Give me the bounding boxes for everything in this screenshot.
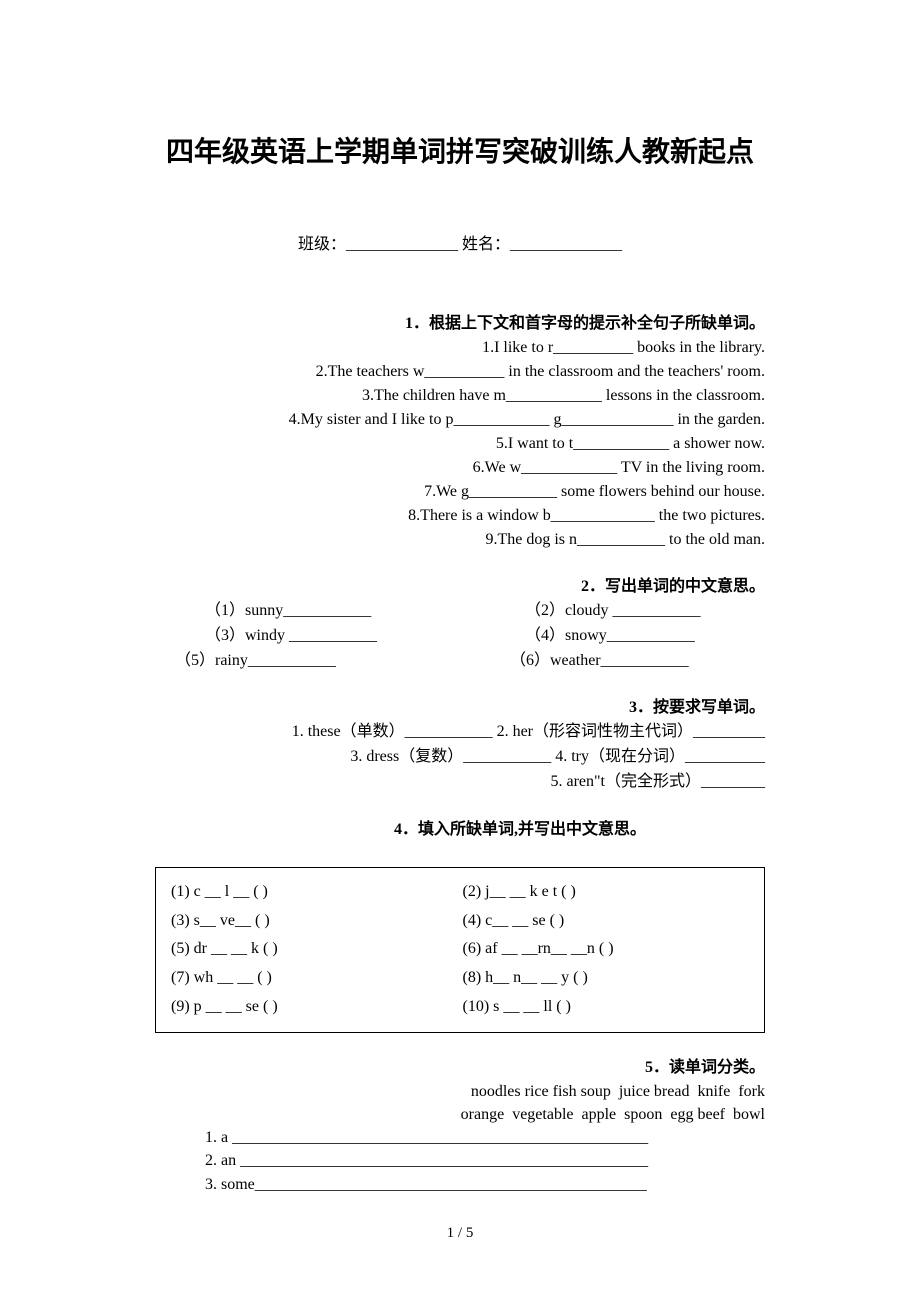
q4-5: (5) dr __ __ k ( ) [171,935,463,964]
section-5-heading: 5．读单词分类。 [155,1053,765,1077]
section-1-num: 1． [405,315,429,332]
q1-item-7: 7.We g___________ some flowers behind ou… [155,480,765,504]
section-3-text: 按要求写单词。 [653,699,765,716]
q2-3: （3）windy ___________ [155,624,445,649]
q1-item-5: 5.I want to t____________ a shower now. [155,432,765,456]
q4-row-2: (3) s__ ve__ ( ) (4) c__ __ se ( ) [171,907,754,936]
section-1-text: 根据上下文和首字母的提示补全句子所缺单词。 [429,315,765,332]
q3-row-1: 1. these（单数）___________ 2. her（形容词性物主代词）… [155,720,765,745]
q4-row-3: (5) dr __ __ k ( ) (6) af __ __rn__ __n … [171,935,754,964]
q4-2: (2) j__ __ k e t ( ) [463,878,755,907]
q1-item-6: 6.We w____________ TV in the living room… [155,456,765,480]
section-5-text: 读单词分类。 [669,1059,765,1076]
page-number: 1 / 5 [0,1225,920,1242]
section-4-heading: 4．填入所缺单词,并写出中文意思。 [155,815,765,839]
q2-row-1: （1）sunny___________ （2）cloudy __________… [155,599,765,624]
q2-6: （6）weather___________ [430,649,765,674]
q2-1: （1）sunny___________ [155,599,445,624]
class-name-line: 班级：______________ 姓名：______________ [155,230,765,254]
q1-item-1: 1.I like to r__________ books in the lib… [155,336,765,360]
q4-row-1: (1) c __ l __ ( ) (2) j__ __ k e t ( ) [171,878,754,907]
q5-answer-1: 1. a ___________________________________… [155,1126,765,1149]
section-4-num: 4． [394,821,418,838]
q5-word-bank-1: noodles rice fish soup juice bread knife… [155,1080,765,1103]
worksheet-page: 四年级英语上学期单词拼写突破训练人教新起点 班级：______________ … [0,0,920,1302]
q1-item-3: 3.The children have m____________ lesson… [155,384,765,408]
section-2-heading: 2．写出单词的中文意思。 [155,572,765,596]
section-4-text: 填入所缺单词,并写出中文意思。 [418,821,646,838]
q4-box: (1) c __ l __ ( ) (2) j__ __ k e t ( ) (… [155,867,765,1033]
q1-item-8: 8.There is a window b_____________ the t… [155,504,765,528]
q2-row-3: （5）rainy___________ （6）weather__________… [155,649,765,674]
q4-row-4: (7) wh __ __ ( ) (8) h__ n__ __ y ( ) [171,964,754,993]
q5-answer-3: 3. some_________________________________… [155,1173,765,1196]
page-title: 四年级英语上学期单词拼写突破训练人教新起点 [155,130,765,170]
q5-word-bank-2: orange vegetable apple spoon egg beef bo… [155,1103,765,1126]
section-3-heading: 3．按要求写单词。 [155,693,765,717]
section-1-heading: 1．根据上下文和首字母的提示补全句子所缺单词。 [155,309,765,333]
section-2-num: 2． [581,578,605,595]
q4-8: (8) h__ n__ __ y ( ) [463,964,755,993]
section-2-text: 写出单词的中文意思。 [605,578,765,595]
section-5-num: 5． [645,1059,669,1076]
q2-4: （4）snowy___________ [445,624,765,649]
q2-2: （2）cloudy ___________ [445,599,765,624]
q4-9: (9) p __ __ se ( ) [171,993,463,1022]
q4-row-5: (9) p __ __ se ( ) (10) s __ __ ll ( ) [171,993,754,1022]
q4-6: (6) af __ __rn__ __n ( ) [463,935,755,964]
q2-5: （5）rainy___________ [155,649,430,674]
section-3-num: 3． [629,699,653,716]
q4-3: (3) s__ ve__ ( ) [171,907,463,936]
q5-answer-2: 2. an __________________________________… [155,1149,765,1172]
q4-4: (4) c__ __ se ( ) [463,907,755,936]
q3-row-2: 3. dress（复数）___________ 4. try（现在分词）____… [155,745,765,770]
q1-item-9: 9.The dog is n___________ to the old man… [155,528,765,552]
q4-1: (1) c __ l __ ( ) [171,878,463,907]
q4-10: (10) s __ __ ll ( ) [463,993,755,1022]
q1-item-2: 2.The teachers w__________ in the classr… [155,360,765,384]
q4-7: (7) wh __ __ ( ) [171,964,463,993]
q1-item-4: 4.My sister and I like to p____________ … [155,408,765,432]
q3-row-3: 5. aren"t（完全形式）________ [155,770,765,795]
q2-row-2: （3）windy ___________ （4）snowy___________ [155,624,765,649]
